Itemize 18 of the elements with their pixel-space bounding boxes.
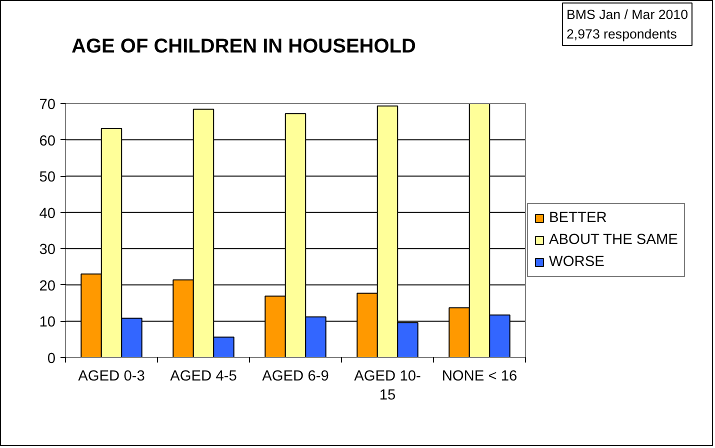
legend-label: ABOUT THE SAME (549, 232, 678, 248)
x-tick-label: AGED 6-9 (262, 368, 329, 384)
x-tick-label: AGED 4-5 (170, 368, 237, 384)
y-tick-label: 0 (47, 351, 56, 367)
text: BMS Jan / Mar 2010 2,973 respondents (566, 7, 688, 42)
legend-label: BETTER (549, 210, 607, 226)
y-tick-label: 70 (39, 97, 56, 113)
x-tick-label: AGED 10-15 (354, 368, 422, 404)
legend-label: WORSE (549, 254, 604, 270)
y-tick-label: 10 (39, 314, 56, 331)
x-tick-label: NONE < 16 (442, 368, 518, 384)
y-tick-label: 40 (39, 206, 56, 222)
y-tick-label: 20 (39, 278, 56, 294)
y-tick-label: 50 (39, 170, 56, 186)
y-tick-label: 60 (39, 133, 56, 150)
chart-title: AGE OF CHILDREN IN HOUSEHOLD (72, 36, 416, 58)
x-tick-label: AGED 0-3 (78, 368, 145, 384)
y-tick-label: 30 (39, 242, 56, 258)
